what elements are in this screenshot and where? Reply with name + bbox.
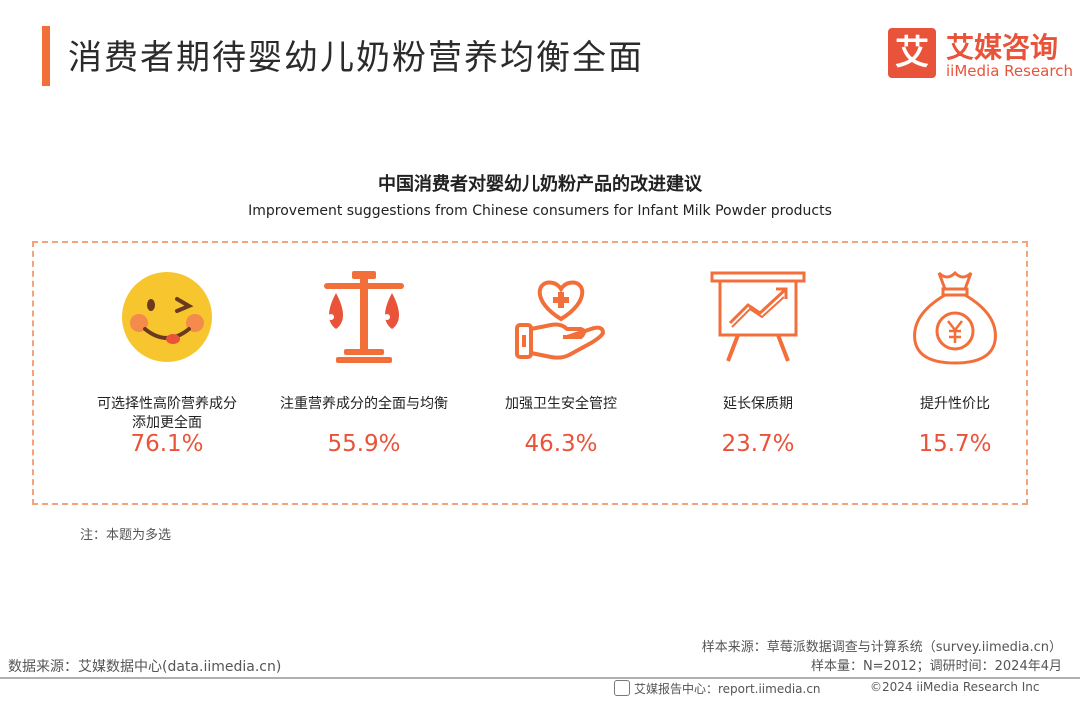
footer-report-center: 艾媒报告中心：report.iimedia.cn: [614, 680, 821, 697]
suggestions-panel: 可选择性高阶营养成分 添加更全面 76.1% 注重营养成分的全面与均衡 55.9…: [32, 241, 1028, 505]
suggestion-value: 55.9%: [327, 431, 401, 457]
suggestion-item: 延长保质期 23.7%: [660, 243, 856, 503]
suggestion-value: 15.7%: [918, 431, 992, 457]
data-source: 数据来源：艾媒数据中心(data.iimedia.cn): [8, 659, 282, 675]
sample-size: 样本量：N=2012；调研时间：2024年4月: [810, 659, 1062, 674]
money-bag-icon: [913, 270, 997, 365]
chart-title: 中国消费者对婴幼儿奶粉产品的改进建议: [378, 174, 702, 195]
sample-source: 样本来源：草莓派数据调查与计算系统（survey.iimedia.cn）: [701, 640, 1062, 655]
brand-mark-icon: 艾: [888, 28, 936, 78]
suggestion-label: 注重营养成分的全面与均衡: [280, 396, 448, 412]
chart-board-icon: [710, 271, 806, 362]
report-center-icon: [614, 680, 630, 696]
balance-scale-icon: [324, 271, 404, 363]
suggestion-label: 加强卫生安全管控: [505, 396, 617, 412]
suggestion-item: 提升性价比 15.7%: [857, 243, 1053, 503]
suggestion-label: 延长保质期: [723, 396, 793, 412]
footer-divider: [0, 677, 1080, 679]
chart-subtitle: Improvement suggestions from Chinese con…: [248, 203, 832, 219]
suggestion-item: 可选择性高阶营养成分 添加更全面 76.1%: [69, 243, 265, 503]
smiley-face-icon: [122, 272, 212, 362]
suggestion-label: 提升性价比: [920, 396, 990, 412]
title-accent-bar: [42, 26, 50, 86]
page-title: 消费者期待婴幼儿奶粉营养均衡全面: [68, 38, 644, 78]
footer-copyright: ©2024 iiMedia Research Inc: [870, 680, 1040, 694]
footnote: 注：本题为多选: [80, 528, 172, 543]
brand-name-en: iiMedia Research: [946, 62, 1073, 80]
suggestion-label: 可选择性高阶营养成分 添加更全面: [97, 396, 237, 431]
suggestion-value: 46.3%: [524, 431, 598, 457]
suggestion-value: 23.7%: [721, 431, 795, 457]
suggestion-item: 加强卫生安全管控 46.3%: [463, 243, 659, 503]
footer-report-text: 艾媒报告中心：report.iimedia.cn: [634, 682, 821, 696]
suggestion-value: 76.1%: [130, 431, 204, 457]
brand-name-cn: 艾媒咨询: [946, 31, 1059, 64]
brand-logo: 艾 艾媒咨询 iiMedia Research: [888, 28, 1073, 84]
suggestion-item: 注重营养成分的全面与均衡 55.9%: [266, 243, 462, 503]
hand-heart-plus-icon: [515, 280, 605, 360]
